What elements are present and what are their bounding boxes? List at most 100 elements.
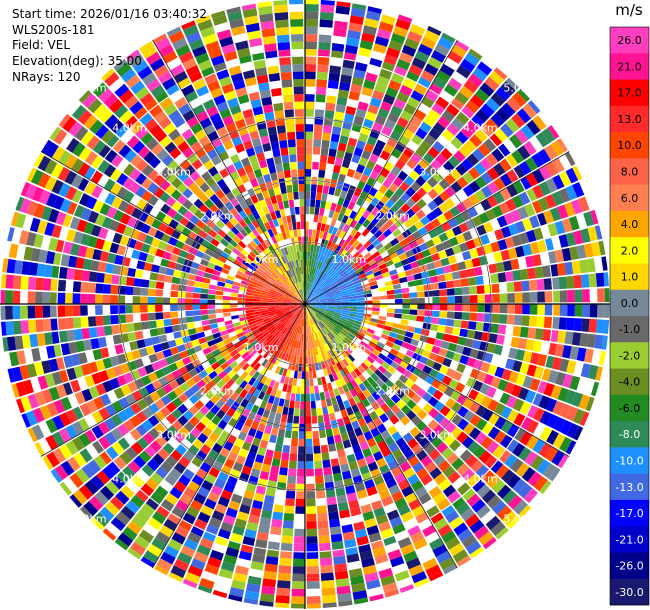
range-gate — [499, 314, 508, 324]
range-gate — [501, 368, 512, 381]
range-gate — [523, 488, 539, 504]
range-gate — [285, 498, 295, 507]
range-gate — [281, 535, 293, 544]
range-gate — [445, 280, 455, 289]
range-gate — [162, 251, 172, 260]
range-gate — [155, 351, 165, 361]
range-gate — [309, 309, 315, 317]
range-gate — [110, 168, 123, 182]
range-gate — [248, 154, 258, 164]
range-gate — [313, 315, 320, 323]
range-gate — [313, 355, 318, 364]
range-gate — [191, 474, 204, 486]
range-gate — [319, 154, 328, 164]
range-gate — [450, 181, 462, 193]
range-gate — [228, 500, 241, 511]
range-gate — [298, 326, 302, 334]
range-gate — [105, 522, 121, 538]
range-gate — [319, 19, 333, 28]
range-gate — [311, 307, 319, 311]
range-gate — [442, 160, 455, 173]
range-gate — [345, 105, 357, 116]
range-gate — [162, 50, 178, 64]
range-gate — [349, 330, 357, 337]
range-gate — [215, 290, 224, 296]
range-gate — [545, 161, 559, 177]
range-gate — [271, 244, 278, 252]
range-gate — [261, 166, 270, 176]
range-gate — [297, 229, 301, 237]
range-gate — [218, 255, 227, 264]
range-gate — [320, 572, 334, 581]
range-gate — [291, 596, 305, 604]
range-gate — [12, 275, 22, 290]
range-gate — [313, 131, 322, 140]
range-gate — [333, 337, 341, 345]
range-gate — [573, 408, 586, 425]
range-gate — [395, 437, 407, 449]
range-gate — [78, 417, 91, 432]
range-gate — [280, 352, 287, 360]
range-gate — [188, 193, 199, 204]
range-gate — [0, 338, 2, 354]
range-gate — [210, 183, 221, 194]
range-gate — [216, 178, 227, 189]
range-gate — [385, 542, 400, 554]
range-gate — [186, 116, 199, 128]
range-gate — [519, 232, 530, 245]
range-gate — [388, 40, 403, 52]
range-gate — [293, 309, 300, 315]
range-gate — [398, 252, 408, 261]
range-gate — [510, 258, 520, 270]
range-gate — [328, 511, 339, 521]
range-gate — [327, 278, 334, 285]
range-gate — [339, 317, 347, 322]
range-gate — [136, 339, 146, 349]
range-gate — [319, 297, 327, 300]
range-gate — [542, 329, 552, 342]
range-gate — [347, 332, 356, 339]
range-gate — [367, 586, 383, 597]
range-gate — [487, 167, 500, 181]
range-gate — [261, 313, 270, 318]
range-gate — [316, 313, 323, 319]
range-gate — [293, 294, 300, 300]
range-gate — [274, 110, 285, 119]
range-gate — [124, 47, 140, 62]
range-gate — [244, 458, 254, 469]
range-gate — [394, 313, 402, 319]
range-gate — [339, 285, 347, 291]
range-gate — [84, 247, 95, 259]
range-gate — [316, 289, 324, 296]
range-gate — [223, 482, 236, 494]
range-gate — [251, 404, 260, 414]
range-gate — [422, 365, 432, 375]
range-gate — [353, 147, 364, 157]
range-gate — [407, 30, 423, 43]
range-gate — [341, 524, 354, 534]
range-gate — [220, 361, 230, 371]
range-gate — [117, 532, 134, 547]
range-gate — [494, 402, 506, 416]
range-gate — [481, 510, 496, 525]
range-gate — [147, 288, 156, 297]
range-gate — [390, 273, 399, 281]
range-gate — [175, 444, 187, 456]
range-gate — [59, 444, 73, 460]
range-gate — [334, 411, 343, 420]
range-gate — [371, 216, 380, 226]
range-gate — [262, 409, 271, 419]
range-gate — [305, 311, 308, 319]
range-gate — [437, 325, 446, 333]
range-gate — [393, 25, 409, 38]
range-gate — [99, 506, 115, 522]
range-gate — [431, 102, 445, 115]
range-gate — [551, 157, 565, 173]
range-gate — [300, 281, 303, 290]
range-gate — [376, 28, 392, 40]
range-gate — [547, 123, 562, 139]
range-gate — [125, 446, 138, 460]
range-gate — [32, 407, 45, 423]
range-gate — [420, 455, 433, 468]
range-gate — [244, 590, 260, 601]
